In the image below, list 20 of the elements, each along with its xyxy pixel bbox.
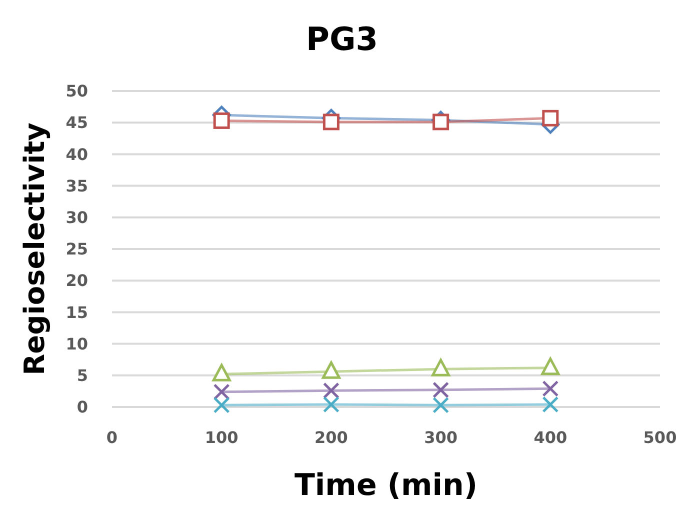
x-axis-title: Time (min): [294, 468, 478, 503]
x-tick-label: 200: [314, 428, 348, 447]
y-tick-label: 15: [66, 302, 88, 322]
y-tick-label: 45: [66, 113, 88, 132]
y-tick-label: 30: [66, 208, 88, 227]
y-tick-label: 25: [66, 240, 88, 259]
y-tick-label: 40: [66, 144, 88, 164]
y-axis-title: Regioselectivity: [18, 122, 51, 376]
x-tick-label: 500: [643, 428, 677, 447]
chart-title: PG3: [306, 20, 378, 58]
y-tick-label: 0: [76, 398, 88, 417]
y-tick-label: 10: [66, 334, 88, 354]
x-tick-label: 300: [424, 428, 458, 447]
x-tick-label: 0: [106, 428, 118, 447]
y-tick-label: 50: [66, 82, 88, 101]
x-tick-label: 400: [534, 428, 568, 447]
y-tick-label: 35: [66, 176, 88, 196]
y-tick-label: 20: [66, 271, 88, 290]
y-tick-label: 5: [76, 366, 88, 385]
x-tick-label: 100: [204, 428, 238, 447]
